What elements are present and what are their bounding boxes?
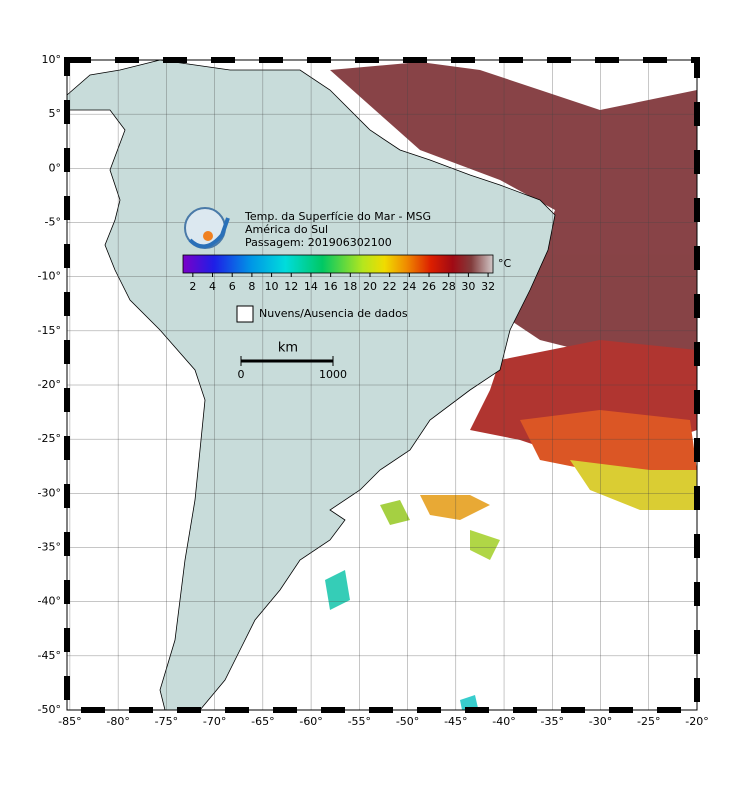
sst-field <box>325 62 697 710</box>
colorbar-tick-label: 2 <box>189 280 196 293</box>
colorbar <box>182 254 494 274</box>
colorbar-tick-label: 10 <box>265 280 279 293</box>
colorbar-tick-label: 28 <box>442 280 456 293</box>
lon-tick-label: -75° <box>155 715 178 728</box>
lat-tick-label: 5° <box>49 107 62 120</box>
logo-arrow <box>188 217 230 249</box>
lat-tick-label: -10° <box>38 270 61 283</box>
legend-pass: Passagem: 201906302100 <box>245 236 392 249</box>
lon-tick-label: -85° <box>58 715 81 728</box>
no-data-swatch <box>236 305 254 323</box>
lon-tick-label: -40° <box>492 715 515 728</box>
lon-tick-label: -35° <box>541 715 564 728</box>
scale-tick-label: 0 <box>238 368 245 381</box>
legend: Temp. da Superfície do Mar - MSG América… <box>182 207 512 363</box>
legend-title: Temp. da Superfície do Mar - MSG <box>244 210 431 223</box>
colorbar-tick-label: 32 <box>481 280 495 293</box>
lon-tick-label: -65° <box>251 715 274 728</box>
graticule <box>67 60 697 710</box>
lat-tick-label: -25° <box>38 432 61 445</box>
colorbar-unit: °C <box>498 257 512 270</box>
colorbar-tick-label: 22 <box>383 280 397 293</box>
scale-unit: km <box>278 341 298 356</box>
lat-tick-label: -45° <box>38 649 61 662</box>
lat-tick-label: -15° <box>38 324 61 337</box>
lon-tick-label: -20° <box>685 715 708 728</box>
lon-tick-label: -25° <box>637 715 660 728</box>
scale-tick-label: 1000 <box>319 368 347 381</box>
lon-tick-label: -60° <box>299 715 322 728</box>
lat-tick-label: -50° <box>38 703 61 716</box>
colorbar-tick-label: 6 <box>229 280 236 293</box>
lat-tick-label: -40° <box>38 595 61 608</box>
colorbar-tick-label: 26 <box>422 280 436 293</box>
lat-tick-label: 10° <box>42 53 62 66</box>
lon-tick-label: -45° <box>444 715 467 728</box>
lon-tick-label: -50° <box>396 715 419 728</box>
lon-tick-label: -80° <box>106 715 129 728</box>
colorbar-tick-label: 12 <box>284 280 298 293</box>
lat-tick-label: -30° <box>38 486 61 499</box>
logo-sun <box>203 231 213 241</box>
frame-bars <box>64 57 700 713</box>
lon-tick-label: -30° <box>589 715 612 728</box>
colorbar-tick-label: 14 <box>304 280 318 293</box>
lon-tick-label: -70° <box>203 715 226 728</box>
colorbar-tick-label: 8 <box>248 280 255 293</box>
lat-tick-label: -35° <box>38 541 61 554</box>
map-area <box>67 60 697 710</box>
colorbar-tick-label: 4 <box>209 280 216 293</box>
colorbar-tick-label: 16 <box>324 280 338 293</box>
lat-tick-label: 0° <box>49 161 62 174</box>
lon-tick-label: -55° <box>348 715 371 728</box>
colorbar-tick-label: 18 <box>343 280 357 293</box>
colorbar-tick-label: 30 <box>461 280 475 293</box>
lat-tick-label: -20° <box>38 378 61 391</box>
lat-tick-label: -5° <box>45 216 61 229</box>
legend-region: América do Sul <box>245 223 328 236</box>
colorbar-tick-label: 24 <box>402 280 416 293</box>
no-data-label: Nuvens/Ausencia de dados <box>259 307 408 320</box>
colorbar-tick-label: 20 <box>363 280 377 293</box>
